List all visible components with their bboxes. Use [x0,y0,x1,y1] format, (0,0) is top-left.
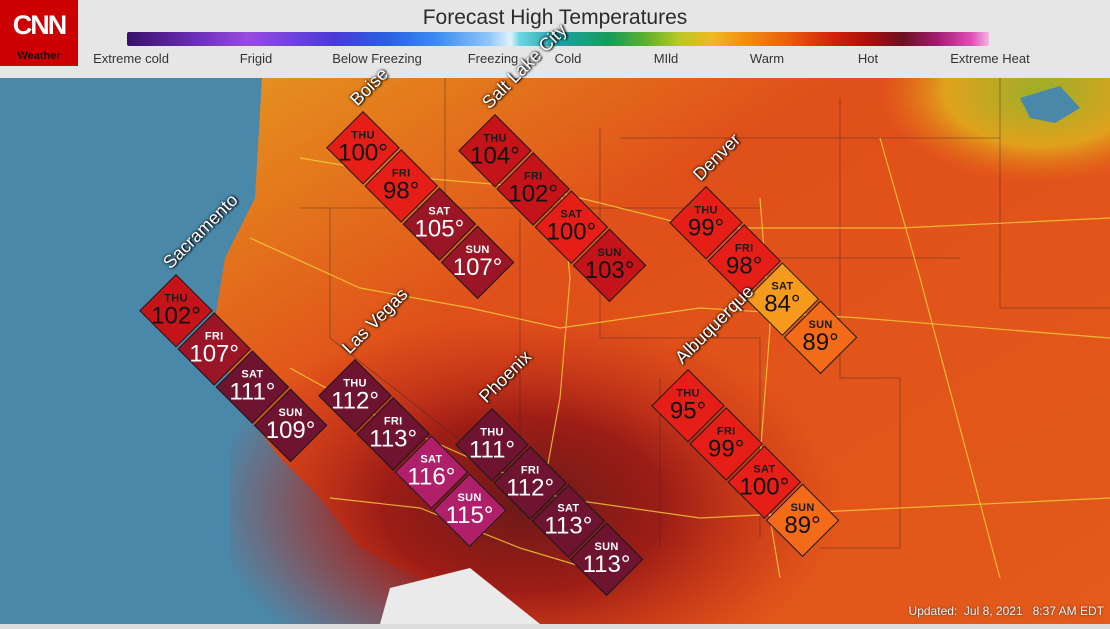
forecast-high-temp: 113° [369,425,418,453]
forecast-high-temp: 84° [764,290,801,318]
scale-label-hot: Hot [857,51,879,66]
temperature-color-scale [127,32,989,46]
forecast-high-temp: 115° [445,501,494,529]
scale-label-cold: Cold [554,51,582,66]
forecast-high-temp: 113° [544,512,593,540]
forecast-high-temp: 109° [265,416,316,444]
forecast-high-temp: 102° [151,302,201,330]
forecast-high-temp: 107° [452,253,503,281]
forecast-high-temp: 98° [726,252,763,280]
forecast-high-temp: 89° [784,511,821,539]
forecast-high-temp: 99° [687,214,725,242]
forecast-high-temp: 102° [508,180,558,208]
forecast-high-temp: 103° [584,256,635,284]
heat-map: Boise THU 100° FRI 98° SAT 105° SUN 107° Salt Lak… [0,20,1110,624]
state-borders [300,78,1110,549]
forecast-high-temp: 100° [739,473,790,501]
map-title: Forecast High Temperatures [422,6,688,29]
forecast-high-temp: 111° [468,436,516,464]
forecast-high-temp: 100° [338,139,388,167]
mexico-area [380,568,540,624]
logo-text: CNN [12,10,68,40]
forecast-high-temp: 89° [802,328,839,356]
forecast-high-temp: 112° [506,474,555,502]
scale-label-extreme-heat: Extreme Heat [950,51,1030,66]
forecast-high-temp: 112° [331,387,379,415]
scale-label-mild: MIld [653,51,679,66]
forecast-high-temp: 107° [189,340,239,368]
logo-subtitle: Weather [17,50,61,62]
cnn-logo: CNN Weather [0,0,78,66]
scale-label-extreme-cold: Extreme cold [93,51,169,66]
forecast-high-temp: 100° [546,218,597,246]
scale-label-frigid: Frigid [239,51,273,66]
scale-label-below-freezing: Below Freezing [332,51,422,66]
scale-label-warm: Warm [749,51,785,66]
updated-timestamp: Updated: Jul 8, 2021 8:37 AM EDT [908,604,1104,618]
great-lakes [1020,86,1080,123]
forecast-high-temp: 116° [407,463,456,491]
forecast-high-temp: 99° [708,435,745,463]
forecast-high-temp: 111° [229,378,276,406]
forecast-high-temp: 105° [414,215,465,243]
legend-header: CNN Weather Forecast High Temperatures E… [0,0,1110,78]
scale-label-freezing: Freezing [467,51,519,66]
forecast-high-temp: 98° [383,177,420,205]
forecast-high-temp: 104° [470,142,520,170]
forecast-high-temp: 113° [582,550,631,578]
forecast-high-temp: 95° [669,397,707,425]
